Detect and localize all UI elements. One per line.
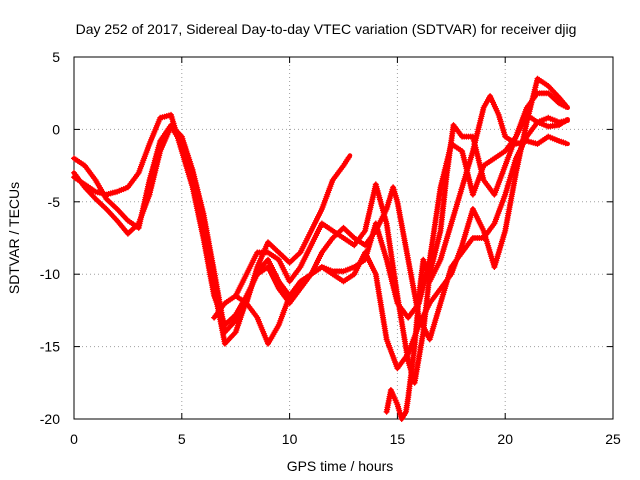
series-track-5 bbox=[232, 75, 570, 372]
tick-layer: 0 5 10 15 20 25 5 0 -5 -10 -15 -20 bbox=[40, 49, 621, 447]
series-track-6 bbox=[383, 93, 570, 422]
y-axis-label: SDTVAR / TECUs bbox=[6, 182, 22, 294]
series-markers bbox=[383, 93, 569, 422]
x-tick-label: 5 bbox=[178, 431, 186, 447]
x-tick-label: 20 bbox=[497, 431, 513, 447]
series-line bbox=[71, 122, 353, 335]
series-markers bbox=[71, 122, 352, 336]
x-tick-label: 15 bbox=[390, 431, 406, 447]
chart-title: Day 252 of 2017, Sidereal Day-to-day VTE… bbox=[76, 21, 577, 37]
x-tick-label: 25 bbox=[605, 431, 621, 447]
x-tick-label: 10 bbox=[282, 431, 298, 447]
y-tick-label: 5 bbox=[52, 49, 60, 65]
x-axis-label: GPS time / hours bbox=[287, 458, 394, 474]
series-markers bbox=[211, 90, 569, 386]
series-markers bbox=[232, 75, 570, 372]
y-tick-label: -5 bbox=[48, 194, 61, 210]
y-tick-label: -20 bbox=[40, 411, 60, 427]
series-track-4 bbox=[211, 90, 570, 386]
y-tick-label: -15 bbox=[40, 339, 60, 355]
plot-frame bbox=[73, 56, 614, 420]
y-tick-label: 0 bbox=[52, 121, 60, 137]
x-tick-label: 0 bbox=[70, 431, 78, 447]
series-layer bbox=[71, 75, 570, 422]
y-tick-label: -10 bbox=[40, 266, 60, 282]
series-track-1 bbox=[71, 122, 353, 336]
